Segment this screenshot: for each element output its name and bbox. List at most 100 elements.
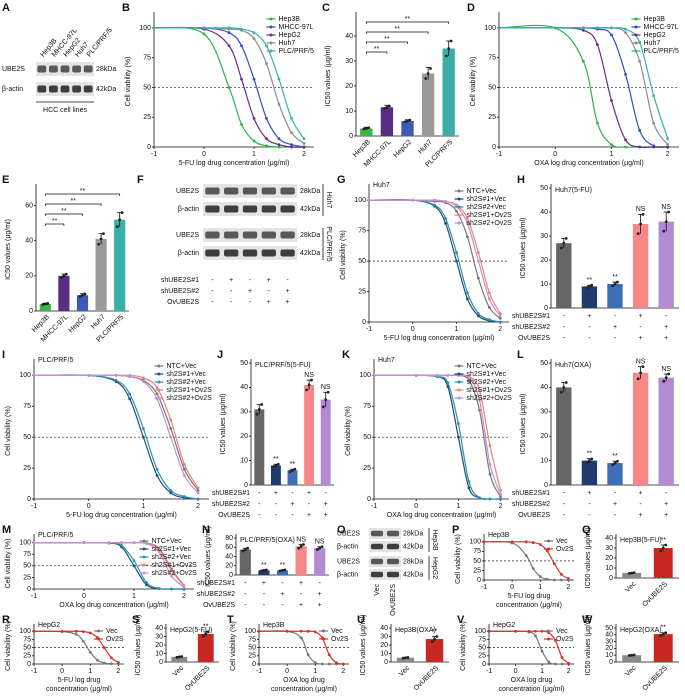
replicate-point [180, 655, 184, 658]
replicate-point [564, 381, 568, 384]
y-tick-label: 20 [540, 433, 548, 440]
y-tick-label: 0 [244, 482, 248, 489]
data-point [455, 251, 458, 254]
blot-band [370, 543, 384, 550]
category-label: HepG2 [393, 139, 414, 160]
data-point [666, 137, 670, 141]
y-tick-label: 10 [345, 108, 353, 115]
replicate-point [326, 390, 330, 394]
replicate-point [616, 459, 619, 463]
y-tick-label: 75 [23, 551, 31, 558]
replicate-point [560, 246, 563, 250]
legend-marker [157, 396, 161, 400]
data-point [446, 381, 450, 385]
replicate-point [627, 654, 631, 657]
y-tick-label: 40 [240, 384, 248, 391]
y-axis-label: IC50 values (μg/ml) [520, 394, 527, 455]
y-tick-label: 30 [345, 58, 353, 65]
legend-label: HepG2 [644, 32, 666, 39]
replicate-point [99, 237, 103, 241]
replicate-point [447, 47, 451, 50]
data-point [545, 577, 549, 581]
band-name: β-actin [178, 250, 199, 257]
bar [114, 219, 126, 311]
data-point [277, 143, 281, 147]
legend-marker [457, 189, 461, 193]
replicate-point [664, 543, 668, 547]
data-point [559, 572, 563, 576]
comparison-label: ** [80, 188, 86, 195]
x-tick-label: 2 [182, 593, 186, 600]
replicate-point [585, 460, 589, 464]
y-tick-label: 40 [25, 238, 33, 245]
bar [425, 639, 444, 662]
y-tick-label: 40 [345, 33, 353, 40]
data-point [182, 474, 186, 477]
y-tick-label: 0 [362, 319, 366, 326]
y-tick-label: 10 [605, 565, 613, 572]
data-point [487, 629, 491, 633]
y-tick-label: 40 [225, 553, 233, 560]
replicate-point [662, 229, 666, 233]
legend-label: Ov2S [556, 636, 574, 643]
blot-band [83, 65, 93, 73]
data-point [327, 653, 331, 657]
y-axis-label: Cell viability (%) [5, 621, 12, 671]
legend-label: sh2S#2+Vec [167, 379, 207, 386]
replicate-point [449, 39, 453, 43]
replicate-point [324, 398, 328, 401]
data-point [227, 31, 231, 35]
data-point [476, 276, 480, 280]
replicate-point [260, 403, 264, 406]
cell-line-label: Hep3B [431, 529, 438, 551]
y-tick-label: 10 [240, 457, 248, 464]
y-tick-label: 40 [155, 625, 163, 632]
treatment-sign: - [263, 591, 266, 598]
data-point [290, 145, 293, 149]
legend-marker [457, 205, 461, 209]
x-tick-label: 1 [252, 151, 256, 158]
y-tick-label: 20 [345, 83, 353, 90]
replicate-point [383, 107, 386, 110]
replicate-point [664, 631, 668, 635]
bar [95, 238, 107, 311]
treatment-name: shUBE2S#2 [512, 501, 550, 508]
y-tick-label: 0 [492, 144, 496, 151]
data-point [102, 646, 106, 650]
replicate-point [426, 72, 430, 75]
x-tick-label: 0 [87, 503, 91, 510]
data-point [182, 467, 186, 471]
data-point [499, 495, 502, 498]
treatment-sign: + [267, 277, 271, 284]
data-point [265, 44, 268, 48]
data-point [488, 444, 492, 448]
legend-label: Vec [106, 628, 118, 635]
treatment-sign: + [318, 591, 322, 598]
y-axis-label: Cell viability (%) [455, 534, 462, 584]
band-size: 42kDa [96, 86, 116, 93]
treatment-sign: + [299, 580, 303, 587]
panel-letter: N [202, 524, 210, 536]
treatment-sign: - [563, 313, 566, 320]
bar [258, 570, 270, 575]
data-point [95, 658, 99, 662]
y-tick-label: 25 [248, 653, 256, 660]
treatment-sign: - [300, 591, 303, 598]
y-tick-label: 0 [159, 659, 163, 666]
blot-band [60, 85, 70, 93]
data-point [74, 629, 78, 633]
panel-letter: D [467, 2, 475, 14]
panel-title: Hep3B(OXA) [395, 627, 436, 634]
legend-label: NTC+Vec [467, 188, 498, 195]
data-point [510, 540, 514, 544]
data-point [102, 661, 106, 665]
data-point [456, 435, 460, 439]
comparison-label: ** [384, 36, 390, 43]
comparison-label: ** [405, 16, 411, 23]
data-point [265, 62, 268, 66]
y-tick-label: 75 [363, 403, 371, 410]
legend-marker [457, 364, 461, 368]
data-point [240, 44, 243, 48]
y-tick-label: 75 [473, 548, 481, 555]
data-point [107, 541, 111, 545]
